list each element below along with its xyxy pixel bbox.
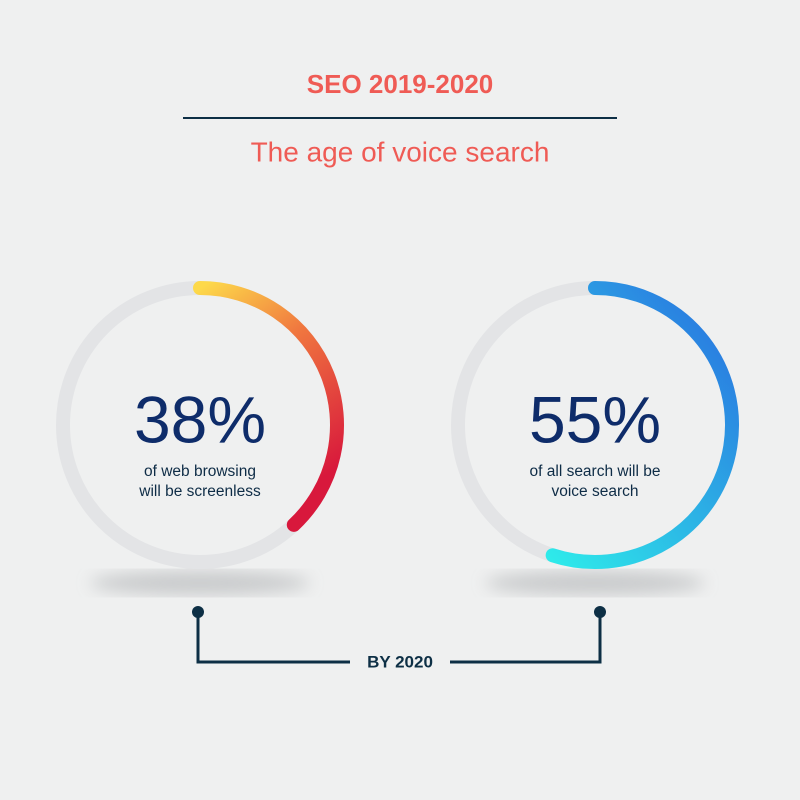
progress-arc [193,281,344,532]
bracket-dot [192,606,204,618]
title: SEO 2019-2020 [307,69,493,99]
stat-caption: of all search will be [530,463,661,480]
ring-shadow [90,571,310,595]
subtitle: The age of voice search [251,136,550,167]
ring-shadow [485,571,705,595]
stat-value: 55% [529,382,661,456]
stat-caption: will be screenless [138,483,261,500]
stat-caption: voice search [551,483,638,500]
bracket-dot [594,606,606,618]
bracket-line [196,612,350,664]
rings [56,281,739,595]
progress-arc [545,281,739,569]
bracket [196,612,602,664]
bracket-line [450,612,602,664]
stat-caption: of web browsing [144,463,256,480]
footer-label: BY 2020 [367,652,433,671]
stat-value: 38% [134,382,266,456]
